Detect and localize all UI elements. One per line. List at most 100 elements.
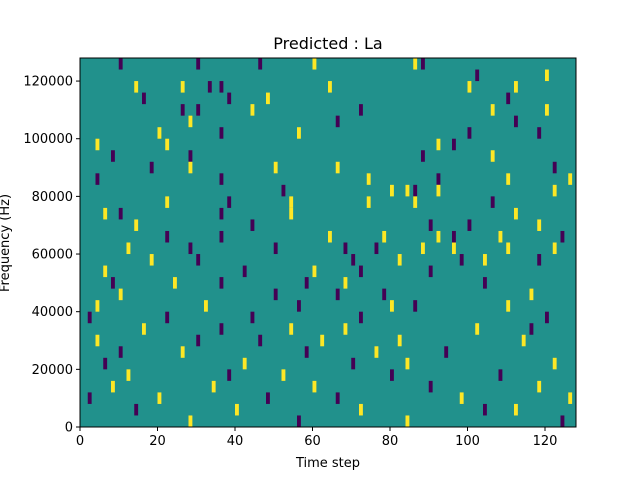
heatmap-cell-120: [87, 311, 92, 324]
y-tick-label: 40000: [32, 305, 73, 320]
heatmap-cell-104: [173, 277, 177, 289]
heatmap-cell-110: [273, 288, 278, 301]
heatmap-cell-123: [359, 311, 363, 324]
heatmap-cell-140: [374, 346, 379, 358]
heatmap-cell-61: [366, 196, 371, 208]
heatmap-cell-99: [242, 265, 247, 278]
y-tick-label: 100000: [23, 132, 73, 147]
heatmap-cell-122: [250, 311, 255, 324]
heatmap-cell-14: [514, 81, 518, 93]
heatmap-cell-169: [297, 415, 301, 427]
heatmap-cell-95: [459, 254, 464, 266]
heatmap-cell-92: [196, 254, 201, 266]
heatmap-cell-68: [514, 207, 518, 220]
heatmap-cell-157: [87, 392, 92, 404]
heatmap-cell-159: [266, 392, 270, 404]
x-tick-label: 80: [382, 434, 399, 449]
heatmap-cell-102: [428, 265, 433, 278]
heatmap-cell-128: [343, 323, 348, 335]
heatmap-cell-27: [514, 115, 518, 128]
heatmap-cell-78: [436, 230, 441, 243]
heatmap-cell-88: [452, 242, 456, 255]
heatmap-cell-0: [118, 58, 123, 70]
heatmap-cell-147: [126, 369, 131, 381]
x-tick-label: 120: [533, 434, 558, 449]
heatmap-cell-23: [490, 104, 495, 116]
heatmap-cell-11: [219, 81, 224, 93]
heatmap-cell-133: [258, 334, 263, 347]
heatmap-cell-101: [359, 265, 363, 278]
heatmap-cell-145: [405, 357, 410, 370]
heatmap-cell-141: [444, 346, 449, 358]
heatmap-cell-165: [359, 403, 363, 416]
heatmap-cell-28: [157, 127, 162, 139]
heatmap-cell-160: [335, 392, 340, 404]
heatmap-cell-149: [281, 369, 286, 381]
heatmap-cell-116: [297, 300, 301, 312]
heatmap-cell-5: [421, 58, 425, 70]
heatmap-cell-7: [545, 69, 549, 82]
heatmap-cell-53: [390, 184, 394, 197]
heatmap-cell-163: [134, 403, 139, 416]
heatmap-cell-81: [560, 230, 565, 243]
heatmap-cell-26: [335, 115, 340, 128]
heatmap-cell-134: [320, 334, 325, 347]
heatmap-cell-94: [397, 254, 402, 266]
heatmap-cell-164: [235, 403, 239, 416]
heatmap-cell-151: [498, 369, 503, 381]
heatmap-cell-138: [180, 346, 185, 358]
heatmap-cell-2: [258, 58, 263, 70]
heatmap-cell-42: [188, 161, 193, 174]
heatmap-cell-112: [382, 288, 387, 301]
heatmap-cell-117: [390, 300, 394, 312]
heatmap-cell-19: [180, 104, 185, 116]
heatmap-cells: [87, 58, 573, 427]
heatmap-cell-21: [250, 104, 255, 116]
heatmap-cell-8: [134, 81, 139, 93]
heatmap-cell-65: [118, 207, 123, 220]
heatmap-cell-58: [165, 196, 170, 208]
y-tick-label: 60000: [32, 248, 73, 263]
heatmap-cell-167: [514, 403, 518, 416]
heatmap-cell-15: [142, 92, 146, 105]
x-tick-label: 40: [227, 434, 244, 449]
heatmap-cell-39: [421, 150, 425, 162]
heatmap-cell-124: [545, 311, 549, 324]
heatmap-cell-85: [343, 242, 348, 255]
heatmap-cell-170: [405, 415, 410, 427]
heatmap-cell-115: [204, 300, 208, 312]
heatmap-cell-125: [142, 323, 146, 335]
heatmap-cell-72: [467, 219, 472, 231]
heatmap-cell-79: [452, 230, 456, 243]
heatmap-cell-17: [266, 92, 270, 105]
heatmap-cell-158: [157, 392, 162, 404]
heatmap-cell-29: [219, 127, 224, 139]
heatmap-cell-137: [118, 346, 123, 358]
heatmap-cell-106: [304, 277, 309, 289]
y-tick-label: 0: [65, 421, 73, 436]
heatmap-cell-93: [351, 254, 356, 266]
heatmap-cell-143: [242, 357, 247, 370]
heatmap-cell-80: [498, 230, 503, 243]
heatmap-cell-153: [211, 380, 216, 393]
heatmap-cell-109: [118, 288, 123, 301]
heatmap-cell-105: [219, 277, 224, 289]
heatmap-cell-36: [452, 138, 456, 151]
heatmap-cell-144: [351, 357, 356, 370]
heatmap-cell-54: [405, 184, 410, 197]
heatmap-cell-107: [343, 277, 348, 289]
heatmap-cell-146: [552, 357, 557, 370]
heatmap-cell-38: [188, 150, 193, 162]
heatmap-cell-152: [111, 380, 115, 393]
heatmap-cell-132: [196, 334, 201, 347]
x-axis-label: Time step: [295, 456, 360, 471]
heatmap-cell-34: [165, 138, 170, 151]
heatmap-cell-75: [219, 230, 224, 243]
heatmap-cell-100: [312, 265, 317, 278]
heatmap-cell-130: [529, 323, 534, 335]
heatmap-cell-108: [483, 277, 487, 289]
heatmap-cell-142: [103, 357, 108, 370]
heatmap-cell-114: [95, 300, 100, 312]
heatmap-cell-129: [475, 323, 480, 335]
heatmap-cell-90: [552, 242, 557, 255]
